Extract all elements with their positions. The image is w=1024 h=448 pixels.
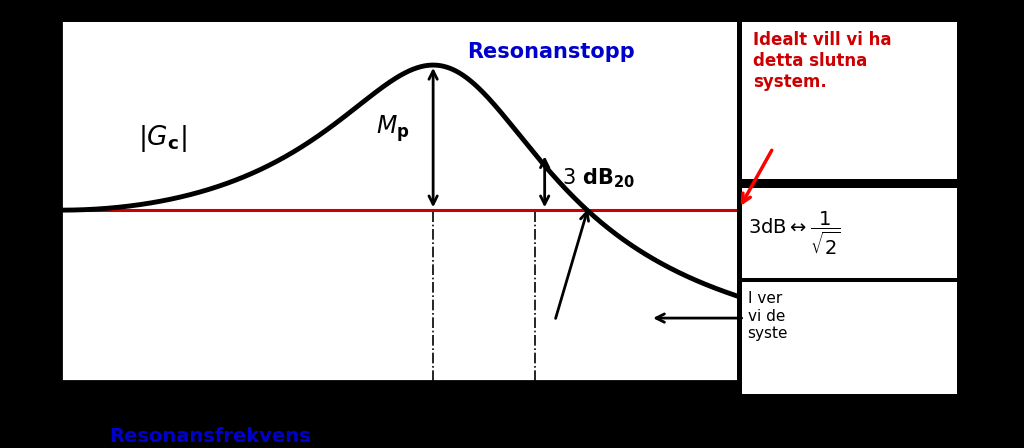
Text: I ver
vi de
syste: I ver vi de syste — [748, 291, 788, 341]
Text: $3\ \mathbf{dB_{20}}$: $3\ \mathbf{dB_{20}}$ — [561, 167, 634, 190]
Text: Resonansfrekvens: Resonansfrekvens — [110, 427, 311, 446]
Text: $\omega_\mathbf{B}$: $\omega_\mathbf{B}$ — [519, 401, 550, 421]
Text: $M_\mathbf{p}$: $M_\mathbf{p}$ — [376, 114, 410, 144]
Text: Idealt vill vi ha
detta slutna
system.: Idealt vill vi ha detta slutna system. — [753, 31, 891, 91]
Text: $\omega_\mathbf{r}$: $\omega_\mathbf{r}$ — [419, 401, 447, 421]
Text: Resonanstopp: Resonanstopp — [467, 42, 635, 62]
Text: 1: 1 — [26, 196, 45, 224]
Text: $|G_\mathbf{c}|$: $|G_\mathbf{c}|$ — [138, 123, 187, 154]
Text: $3\mathrm{dB} \leftrightarrow \dfrac{1}{\sqrt{2}}$: $3\mathrm{dB} \leftrightarrow \dfrac{1}{… — [748, 209, 841, 257]
Text: $\omega\ [\mathbf{rad/s}]$: $\omega\ [\mathbf{rad/s}]$ — [751, 401, 845, 422]
